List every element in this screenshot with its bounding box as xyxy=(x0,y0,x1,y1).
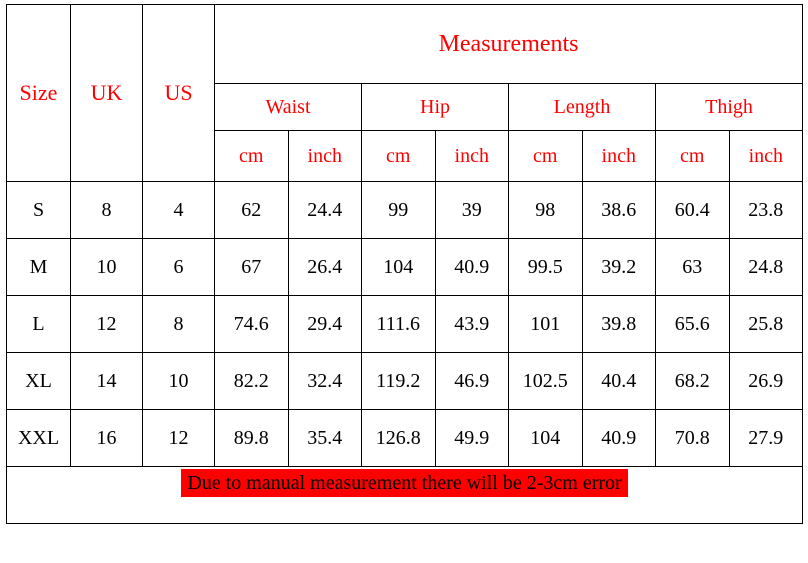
unit-inch: inch xyxy=(582,131,656,182)
header-row-1: Size UK US Measurements xyxy=(7,5,803,84)
table-row: XL141082.232.4119.246.9102.540.468.226.9 xyxy=(7,353,803,410)
cell-size: S xyxy=(7,182,71,239)
cell-measure: 39 xyxy=(435,182,509,239)
cell-measure: 35.4 xyxy=(288,410,362,467)
cell-size: L xyxy=(7,296,71,353)
group-waist: Waist xyxy=(215,84,362,131)
cell-size: M xyxy=(7,239,71,296)
col-header-measurements: Measurements xyxy=(215,5,803,84)
col-header-us: US xyxy=(143,5,215,182)
cell-measure: 98 xyxy=(509,182,583,239)
table-row: M1066726.410440.999.539.26324.8 xyxy=(7,239,803,296)
cell-measure: 32.4 xyxy=(288,353,362,410)
cell-measure: 60.4 xyxy=(656,182,730,239)
col-header-size: Size xyxy=(7,5,71,182)
cell-us: 8 xyxy=(143,296,215,353)
cell-us: 12 xyxy=(143,410,215,467)
cell-measure: 26.9 xyxy=(729,353,803,410)
cell-measure: 27.9 xyxy=(729,410,803,467)
unit-inch: inch xyxy=(435,131,509,182)
unit-cm: cm xyxy=(656,131,730,182)
table-row: L12874.629.4111.643.910139.865.625.8 xyxy=(7,296,803,353)
cell-uk: 8 xyxy=(71,182,143,239)
group-thigh: Thigh xyxy=(656,84,803,131)
cell-size: XL xyxy=(7,353,71,410)
cell-measure: 119.2 xyxy=(362,353,436,410)
cell-measure: 46.9 xyxy=(435,353,509,410)
cell-measure: 126.8 xyxy=(362,410,436,467)
size-chart-table: Size UK US Measurements Waist Hip Length… xyxy=(6,4,803,524)
unit-cm: cm xyxy=(362,131,436,182)
cell-measure: 74.6 xyxy=(215,296,289,353)
cell-measure: 67 xyxy=(215,239,289,296)
cell-measure: 62 xyxy=(215,182,289,239)
cell-us: 10 xyxy=(143,353,215,410)
cell-measure: 24.4 xyxy=(288,182,362,239)
cell-uk: 12 xyxy=(71,296,143,353)
cell-measure: 25.8 xyxy=(729,296,803,353)
unit-inch: inch xyxy=(729,131,803,182)
cell-measure: 40.9 xyxy=(435,239,509,296)
cell-measure: 29.4 xyxy=(288,296,362,353)
cell-measure: 68.2 xyxy=(656,353,730,410)
footer-note: Due to manual measurement there will be … xyxy=(181,469,627,497)
unit-cm: cm xyxy=(215,131,289,182)
cell-measure: 65.6 xyxy=(656,296,730,353)
cell-measure: 104 xyxy=(509,410,583,467)
cell-measure: 82.2 xyxy=(215,353,289,410)
group-length: Length xyxy=(509,84,656,131)
cell-measure: 102.5 xyxy=(509,353,583,410)
cell-measure: 40.9 xyxy=(582,410,656,467)
cell-measure: 38.6 xyxy=(582,182,656,239)
cell-measure: 39.8 xyxy=(582,296,656,353)
table-row: S846224.499399838.660.423.8 xyxy=(7,182,803,239)
unit-cm: cm xyxy=(509,131,583,182)
cell-measure: 104 xyxy=(362,239,436,296)
table-row: XXL161289.835.4126.849.910440.970.827.9 xyxy=(7,410,803,467)
cell-measure: 101 xyxy=(509,296,583,353)
cell-measure: 99.5 xyxy=(509,239,583,296)
cell-measure: 63 xyxy=(656,239,730,296)
cell-measure: 40.4 xyxy=(582,353,656,410)
cell-measure: 39.2 xyxy=(582,239,656,296)
cell-measure: 99 xyxy=(362,182,436,239)
cell-uk: 10 xyxy=(71,239,143,296)
cell-measure: 89.8 xyxy=(215,410,289,467)
cell-measure: 70.8 xyxy=(656,410,730,467)
cell-us: 6 xyxy=(143,239,215,296)
footer-row: Due to manual measurement there will be … xyxy=(7,467,803,524)
cell-measure: 49.9 xyxy=(435,410,509,467)
group-hip: Hip xyxy=(362,84,509,131)
cell-measure: 43.9 xyxy=(435,296,509,353)
cell-size: XXL xyxy=(7,410,71,467)
cell-uk: 16 xyxy=(71,410,143,467)
cell-us: 4 xyxy=(143,182,215,239)
cell-uk: 14 xyxy=(71,353,143,410)
cell-measure: 26.4 xyxy=(288,239,362,296)
cell-measure: 24.8 xyxy=(729,239,803,296)
col-header-uk: UK xyxy=(71,5,143,182)
cell-measure: 111.6 xyxy=(362,296,436,353)
unit-inch: inch xyxy=(288,131,362,182)
cell-measure: 23.8 xyxy=(729,182,803,239)
